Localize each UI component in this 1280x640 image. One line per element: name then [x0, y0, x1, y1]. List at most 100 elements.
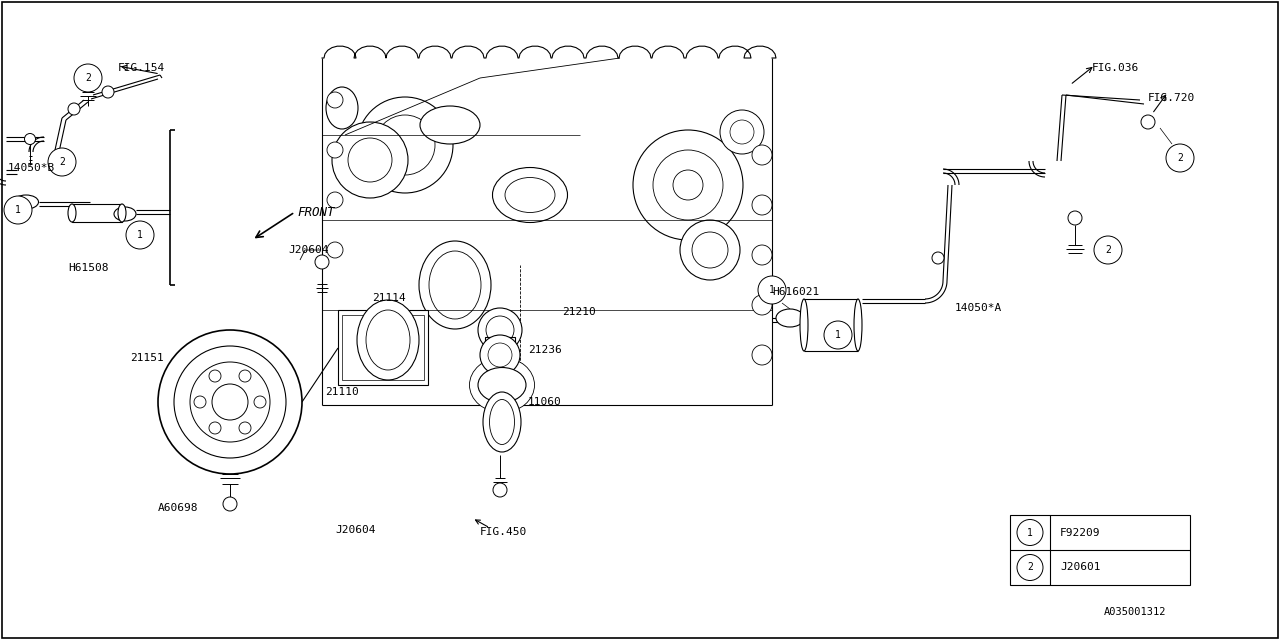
Circle shape [315, 255, 329, 269]
Text: 21110: 21110 [325, 387, 358, 397]
Text: F92209: F92209 [1060, 527, 1101, 538]
Bar [72, 204, 122, 222]
Circle shape [326, 192, 343, 208]
Circle shape [758, 276, 786, 304]
Ellipse shape [800, 299, 808, 351]
Circle shape [209, 422, 221, 434]
Circle shape [1068, 211, 1082, 225]
Circle shape [719, 110, 764, 154]
Circle shape [730, 120, 754, 144]
Ellipse shape [489, 399, 515, 445]
Text: FRONT: FRONT [297, 205, 334, 218]
Text: A035001312: A035001312 [1103, 607, 1166, 617]
Circle shape [332, 122, 408, 198]
Circle shape [326, 242, 343, 258]
Circle shape [753, 145, 772, 165]
Bar [485, 337, 515, 352]
Text: 14050*A: 14050*A [955, 303, 1002, 313]
Ellipse shape [776, 309, 804, 327]
Ellipse shape [854, 299, 861, 351]
Circle shape [680, 220, 740, 280]
Circle shape [753, 245, 772, 265]
Text: 2: 2 [59, 157, 65, 167]
Text: 1: 1 [137, 230, 143, 240]
Ellipse shape [429, 251, 481, 319]
Ellipse shape [68, 204, 76, 222]
Text: 2: 2 [1105, 245, 1111, 255]
Text: 21114: 21114 [372, 293, 406, 303]
Circle shape [1094, 236, 1123, 264]
Circle shape [174, 346, 285, 458]
Circle shape [348, 138, 392, 182]
Text: H61508: H61508 [68, 263, 109, 273]
Circle shape [673, 170, 703, 200]
Circle shape [753, 195, 772, 215]
Circle shape [480, 335, 520, 375]
Ellipse shape [366, 310, 410, 370]
Text: J20604: J20604 [335, 525, 375, 535]
Circle shape [49, 148, 76, 176]
Text: 21236: 21236 [529, 345, 562, 355]
Text: FIG.450: FIG.450 [480, 527, 527, 537]
Circle shape [477, 308, 522, 352]
Circle shape [932, 252, 945, 264]
Circle shape [189, 362, 270, 442]
Text: J20604: J20604 [288, 245, 329, 255]
Circle shape [74, 64, 102, 92]
Circle shape [1140, 115, 1155, 129]
Ellipse shape [493, 168, 567, 223]
Text: FIG.720: FIG.720 [1148, 93, 1196, 103]
Circle shape [223, 497, 237, 511]
Circle shape [1166, 144, 1194, 172]
Ellipse shape [483, 392, 521, 452]
Text: 1: 1 [1027, 527, 1033, 538]
Circle shape [239, 370, 251, 382]
Ellipse shape [118, 204, 125, 222]
Circle shape [195, 396, 206, 408]
Circle shape [357, 97, 453, 193]
Circle shape [653, 150, 723, 220]
Text: 21151: 21151 [131, 353, 164, 363]
Circle shape [753, 295, 772, 315]
Text: A60698: A60698 [157, 503, 198, 513]
Circle shape [326, 142, 343, 158]
Ellipse shape [420, 106, 480, 144]
FancyBboxPatch shape [315, 52, 780, 440]
Circle shape [4, 196, 32, 224]
Ellipse shape [114, 207, 136, 221]
Text: 2: 2 [1178, 153, 1183, 163]
Text: 1: 1 [15, 205, 20, 215]
Ellipse shape [357, 300, 419, 380]
Circle shape [692, 232, 728, 268]
Text: J20601: J20601 [1060, 563, 1101, 573]
Circle shape [824, 321, 852, 349]
Circle shape [102, 86, 114, 98]
Circle shape [253, 396, 266, 408]
Circle shape [1018, 520, 1043, 545]
Circle shape [68, 103, 81, 115]
Text: 21210: 21210 [562, 307, 595, 317]
Ellipse shape [419, 241, 492, 329]
Circle shape [157, 330, 302, 474]
Ellipse shape [326, 87, 358, 129]
Text: 1: 1 [769, 285, 774, 295]
Text: FIG.154: FIG.154 [118, 63, 165, 73]
Circle shape [1018, 554, 1043, 580]
Bar [338, 310, 428, 385]
Text: H616021: H616021 [772, 287, 819, 297]
Circle shape [493, 483, 507, 497]
Text: FIG.036: FIG.036 [1092, 63, 1139, 73]
Circle shape [209, 370, 221, 382]
Bar [342, 315, 424, 380]
Text: 2: 2 [84, 73, 91, 83]
Circle shape [486, 316, 515, 344]
Circle shape [239, 422, 251, 434]
Circle shape [326, 92, 343, 108]
Text: 14050*B: 14050*B [8, 163, 55, 173]
Circle shape [634, 130, 742, 240]
Circle shape [212, 384, 248, 420]
Bar [1010, 515, 1190, 585]
Ellipse shape [506, 177, 556, 212]
Ellipse shape [477, 367, 526, 403]
Circle shape [488, 343, 512, 367]
